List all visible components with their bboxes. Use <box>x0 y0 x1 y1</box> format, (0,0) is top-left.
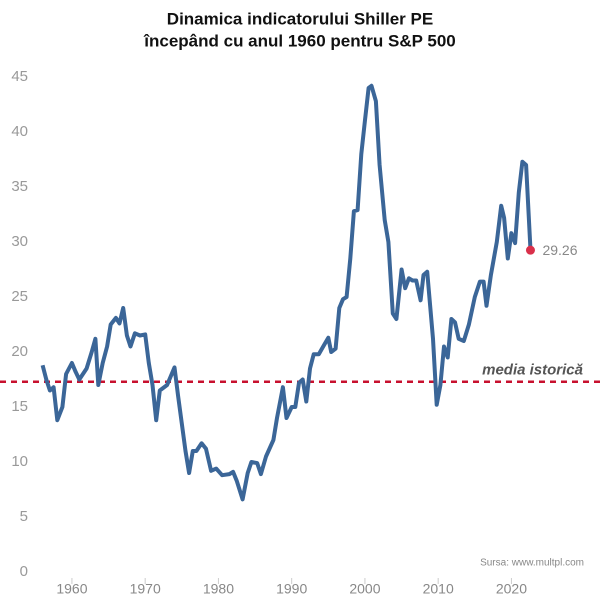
source: Sursa: www.multpl.com <box>480 558 584 569</box>
x-tick-label: 1970 <box>130 581 161 597</box>
line <box>40 83 533 502</box>
y-tick-label: 20 <box>11 343 28 360</box>
x-tick-label: 2020 <box>496 581 527 597</box>
reference-label: media istorică <box>482 362 584 379</box>
y-tick-label: 5 <box>20 508 28 525</box>
x-tick-label: 2010 <box>423 581 454 597</box>
y-tick-label: 30 <box>11 233 28 250</box>
y-tick-label: 0 <box>20 563 28 580</box>
y-tick-label: 25 <box>11 288 28 305</box>
chart-title: începând cu anul 1960 pentru S&P 500 <box>143 31 455 50</box>
y-tick-label: 15 <box>11 398 28 415</box>
end-point <box>525 245 535 255</box>
x-tick-label: 1990 <box>276 581 307 597</box>
x-tick-label: 2000 <box>349 581 380 597</box>
x-tick-label: 1980 <box>203 581 234 597</box>
end-label: 29.26 <box>542 242 577 258</box>
y-tick-label: 40 <box>11 123 28 140</box>
y-tick-label: 10 <box>11 453 28 470</box>
x-tick-label: 1960 <box>56 581 87 597</box>
y-tick-label: 35 <box>11 178 28 195</box>
y-tick-label: 45 <box>11 68 28 85</box>
chart-title: Dinamica indicatorului Shiller PE <box>167 9 433 28</box>
